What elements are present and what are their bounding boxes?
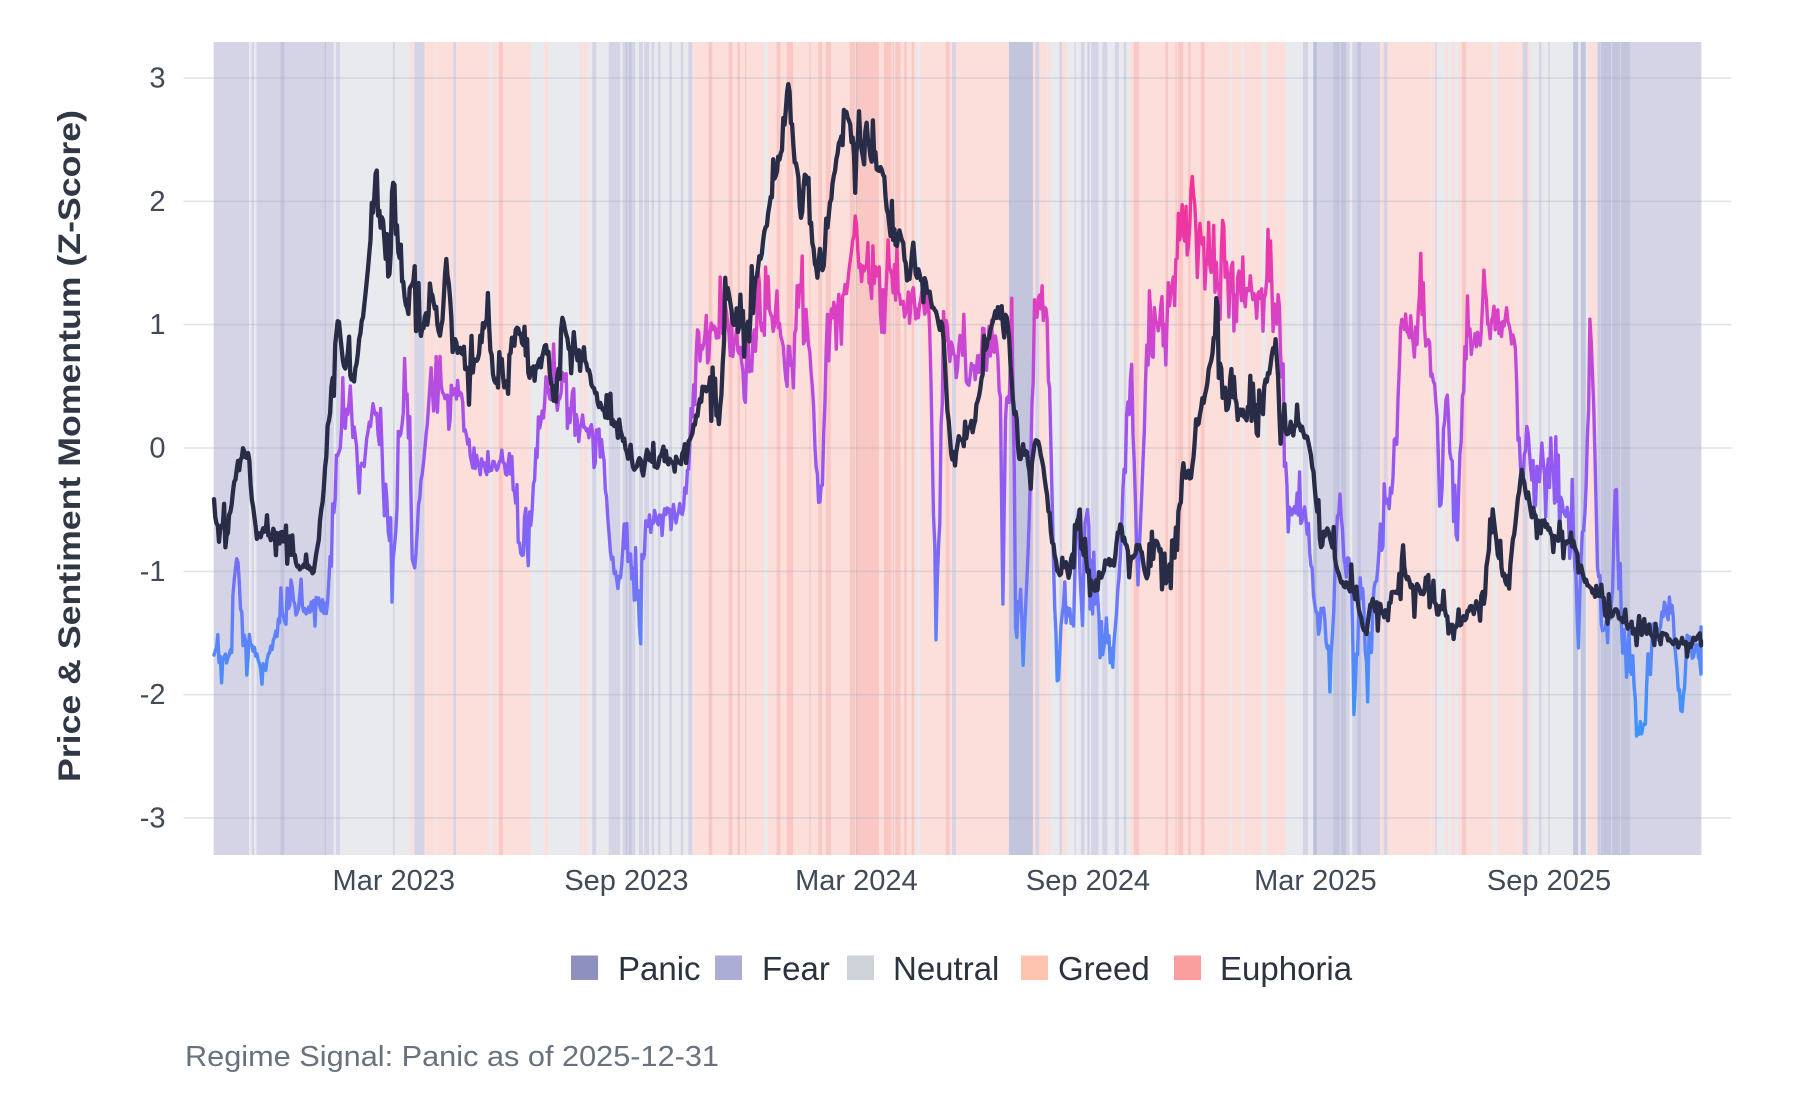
svg-text:Sep 2024: Sep 2024 [1026,865,1150,897]
svg-text:Price & Sentiment Momentum (Z-: Price & Sentiment Momentum (Z-Score) [51,110,87,782]
svg-text:Sep 2023: Sep 2023 [564,865,688,897]
svg-text:Panic: Panic [618,950,701,987]
svg-text:3: 3 [149,63,165,95]
svg-text:Regime Signal: Panic as of 202: Regime Signal: Panic as of 2025-12-31 [185,1041,719,1073]
svg-text:Mar 2024: Mar 2024 [795,865,918,897]
svg-text:-3: -3 [140,803,166,835]
svg-text:Euphoria: Euphoria [1220,950,1353,987]
svg-text:1: 1 [149,309,165,341]
svg-text:-1: -1 [140,556,166,588]
svg-text:Neutral: Neutral [893,950,999,987]
svg-text:Sep 2025: Sep 2025 [1487,865,1611,897]
svg-text:0: 0 [149,433,165,465]
svg-text:Fear: Fear [762,950,830,987]
svg-text:-2: -2 [140,679,166,711]
svg-text:Greed: Greed [1058,950,1150,987]
svg-text:Mar 2023: Mar 2023 [333,865,456,897]
svg-text:2: 2 [149,186,165,218]
svg-text:Mar 2025: Mar 2025 [1254,865,1377,897]
